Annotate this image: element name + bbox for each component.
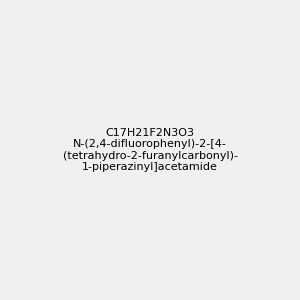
Text: C17H21F2N3O3
N-(2,4-difluorophenyl)-2-[4-
(tetrahydro-2-furanylcarbonyl)-
1-pipe: C17H21F2N3O3 N-(2,4-difluorophenyl)-2-[4… [62,128,238,172]
